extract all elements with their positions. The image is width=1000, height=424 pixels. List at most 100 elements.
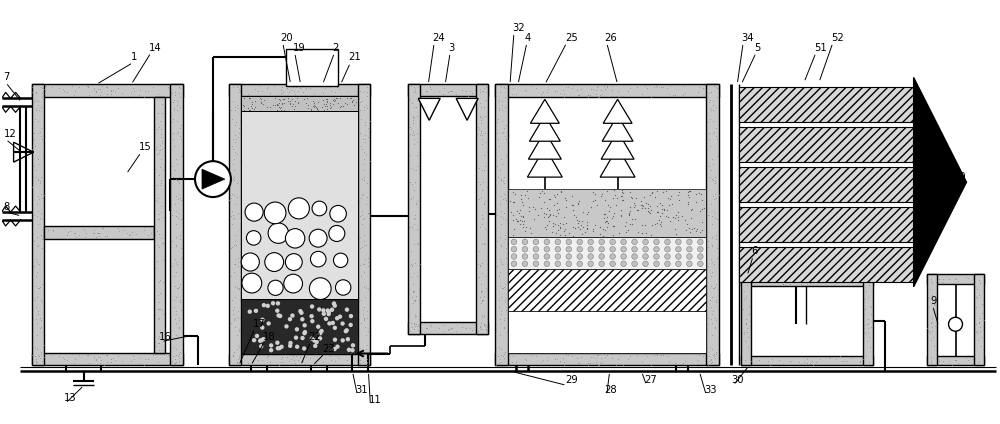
Point — [604, 87, 620, 94]
Point — [32, 129, 48, 136]
Point — [642, 191, 658, 198]
Circle shape — [322, 312, 326, 316]
Point — [352, 106, 368, 113]
Point — [342, 95, 358, 101]
Bar — [739, 127, 914, 162]
Point — [271, 104, 287, 111]
Point — [674, 212, 690, 219]
Point — [582, 360, 598, 366]
Point — [334, 361, 350, 368]
Point — [692, 229, 708, 236]
Point — [493, 84, 509, 90]
Point — [167, 283, 183, 290]
Point — [359, 89, 375, 95]
Point — [857, 329, 873, 335]
Point — [125, 352, 141, 359]
Point — [30, 160, 46, 167]
Circle shape — [588, 254, 593, 259]
Point — [155, 213, 171, 220]
Point — [262, 90, 278, 97]
Point — [570, 201, 586, 208]
Point — [812, 355, 828, 362]
Point — [343, 95, 359, 101]
Point — [221, 196, 237, 203]
Point — [77, 233, 93, 240]
Circle shape — [266, 304, 270, 308]
Point — [454, 86, 470, 93]
Point — [648, 351, 664, 357]
Point — [965, 356, 981, 363]
Point — [36, 191, 52, 198]
Point — [579, 225, 595, 232]
Point — [147, 272, 163, 279]
Circle shape — [248, 310, 252, 314]
Point — [708, 349, 724, 356]
Point — [971, 319, 987, 326]
Point — [706, 260, 722, 267]
Point — [566, 212, 582, 219]
Point — [322, 104, 338, 111]
Point — [504, 358, 520, 365]
Point — [168, 311, 184, 318]
Point — [514, 198, 530, 205]
Point — [163, 326, 179, 332]
Point — [706, 82, 722, 89]
Circle shape — [698, 254, 703, 259]
Point — [172, 235, 188, 242]
Circle shape — [284, 274, 303, 293]
Point — [924, 314, 940, 321]
Point — [553, 188, 569, 195]
Point — [168, 243, 184, 249]
Point — [99, 233, 115, 240]
Point — [556, 91, 572, 98]
Point — [172, 296, 188, 303]
Circle shape — [333, 347, 337, 351]
Point — [143, 230, 159, 237]
Point — [476, 84, 492, 91]
Point — [458, 87, 474, 94]
Point — [168, 155, 184, 162]
Point — [86, 85, 102, 92]
Point — [499, 191, 515, 198]
Point — [762, 282, 778, 289]
Circle shape — [555, 254, 561, 259]
Point — [361, 129, 377, 136]
Point — [496, 315, 512, 321]
Point — [287, 91, 303, 98]
Point — [533, 91, 549, 98]
Point — [643, 93, 659, 100]
Point — [614, 196, 630, 203]
Circle shape — [632, 261, 637, 267]
Point — [273, 89, 289, 96]
Point — [472, 100, 488, 106]
Point — [34, 195, 50, 201]
Point — [246, 105, 262, 112]
Point — [675, 82, 691, 89]
Point — [614, 187, 630, 193]
Point — [549, 190, 565, 197]
Point — [136, 223, 152, 230]
Point — [667, 360, 683, 367]
Point — [579, 211, 595, 218]
Point — [600, 202, 616, 209]
Circle shape — [268, 280, 283, 296]
Point — [975, 353, 991, 360]
Point — [406, 240, 422, 247]
Point — [524, 83, 540, 90]
Polygon shape — [600, 147, 635, 177]
Point — [602, 204, 618, 210]
Point — [493, 308, 509, 315]
Point — [403, 274, 419, 281]
Point — [591, 362, 607, 368]
Point — [680, 201, 696, 207]
Point — [680, 188, 696, 195]
Point — [547, 193, 563, 200]
Point — [622, 84, 638, 91]
Circle shape — [275, 309, 279, 313]
Point — [35, 122, 51, 128]
Point — [402, 123, 418, 130]
Point — [934, 279, 950, 285]
Point — [658, 187, 674, 194]
Point — [339, 101, 355, 108]
Point — [640, 361, 656, 368]
